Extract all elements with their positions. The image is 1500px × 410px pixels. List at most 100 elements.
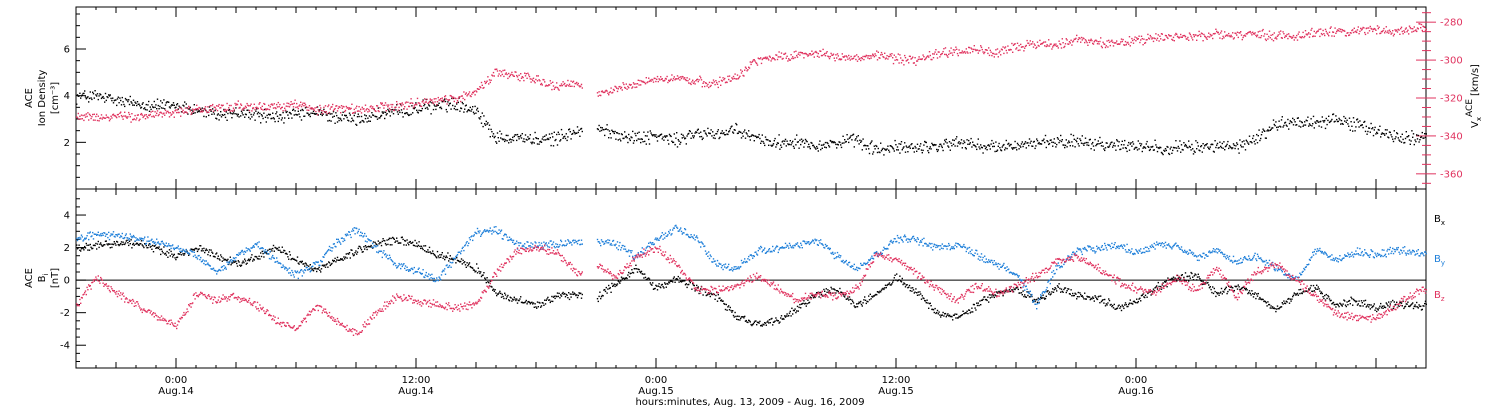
point-bx bbox=[943, 315, 945, 317]
point-vx bbox=[506, 73, 508, 76]
point-bx bbox=[727, 306, 729, 308]
point-density bbox=[176, 103, 179, 105]
point-vx bbox=[186, 112, 188, 114]
point-vx bbox=[1220, 32, 1222, 34]
point-density bbox=[812, 144, 815, 147]
point-bx bbox=[1075, 293, 1077, 295]
point-vx bbox=[423, 102, 425, 104]
point-density bbox=[339, 117, 341, 119]
point-vx bbox=[360, 108, 362, 110]
point-vx bbox=[725, 81, 727, 83]
point-bx bbox=[517, 299, 519, 302]
point-bx bbox=[957, 317, 959, 319]
point-density bbox=[1342, 123, 1344, 125]
point-vx bbox=[947, 56, 949, 58]
point-bx bbox=[1028, 296, 1031, 298]
point-bx bbox=[654, 287, 656, 290]
point-density bbox=[81, 94, 83, 96]
point-vx bbox=[886, 55, 888, 57]
point-density bbox=[1309, 124, 1311, 126]
point-bx bbox=[199, 245, 201, 247]
point-density bbox=[125, 99, 127, 101]
point-vx bbox=[1340, 28, 1342, 30]
point-vx bbox=[654, 77, 656, 80]
point-vx bbox=[171, 113, 173, 115]
point-vx bbox=[1065, 38, 1067, 40]
point-bx bbox=[907, 287, 909, 289]
point-density bbox=[673, 133, 675, 135]
point-vx bbox=[963, 51, 965, 53]
point-vx bbox=[338, 105, 340, 108]
point-density bbox=[123, 103, 125, 106]
point-bx bbox=[708, 292, 710, 294]
point-vx bbox=[992, 52, 994, 55]
point-vx bbox=[844, 59, 847, 61]
point-density bbox=[404, 112, 407, 115]
point-bx bbox=[356, 251, 359, 253]
point-density bbox=[406, 112, 408, 114]
point-bx bbox=[133, 244, 135, 246]
point-vx bbox=[392, 109, 395, 111]
point-density bbox=[874, 148, 876, 150]
point-bx bbox=[152, 251, 155, 253]
point-vx bbox=[660, 78, 663, 80]
point-vx bbox=[716, 81, 718, 84]
point-density bbox=[627, 141, 629, 144]
point-bx bbox=[1016, 287, 1018, 289]
point-vx bbox=[164, 114, 166, 116]
point-density bbox=[1048, 143, 1050, 146]
point-bx bbox=[580, 292, 582, 294]
point-bx bbox=[995, 295, 997, 297]
point-density bbox=[756, 136, 758, 139]
point-bx bbox=[509, 296, 511, 298]
point-bx bbox=[328, 262, 331, 264]
point-bx bbox=[250, 256, 252, 259]
point-bx bbox=[76, 244, 78, 246]
point-density bbox=[424, 103, 426, 106]
point-density bbox=[283, 122, 285, 124]
point-bx bbox=[168, 249, 171, 251]
point-density bbox=[603, 129, 605, 131]
point-vx bbox=[86, 115, 88, 118]
point-bx bbox=[602, 295, 604, 297]
point-vx bbox=[923, 56, 925, 58]
point-density bbox=[277, 120, 279, 123]
point-density bbox=[809, 147, 811, 150]
point-vx bbox=[1049, 43, 1051, 45]
point-vx bbox=[936, 57, 939, 59]
point-density bbox=[365, 115, 367, 117]
point-bx bbox=[984, 298, 987, 301]
point-density bbox=[112, 102, 115, 104]
point-bx bbox=[384, 242, 387, 245]
point-density bbox=[863, 145, 865, 147]
point-density bbox=[628, 138, 631, 140]
point-density bbox=[678, 140, 680, 142]
point-density bbox=[1124, 139, 1126, 142]
point-density bbox=[1164, 150, 1166, 152]
point-density bbox=[1148, 149, 1151, 152]
point-bx bbox=[492, 289, 494, 291]
point-vx bbox=[1253, 33, 1255, 35]
point-bx bbox=[640, 272, 642, 274]
point-density bbox=[1126, 150, 1128, 153]
point-vx bbox=[1311, 27, 1313, 30]
point-vx bbox=[1021, 46, 1023, 48]
point-vx bbox=[760, 57, 762, 59]
point-vx bbox=[1015, 48, 1017, 50]
point-vx bbox=[905, 60, 907, 62]
point-density bbox=[676, 146, 679, 148]
point-vx bbox=[1136, 38, 1139, 40]
point-bx bbox=[840, 291, 842, 293]
point-density bbox=[503, 138, 505, 140]
point-density bbox=[836, 147, 838, 149]
point-vx bbox=[866, 55, 868, 57]
point-bx bbox=[897, 279, 899, 282]
point-vx bbox=[358, 106, 360, 108]
point-bx bbox=[171, 253, 173, 255]
point-density bbox=[271, 117, 273, 120]
point-vx bbox=[306, 109, 308, 111]
point-vx bbox=[139, 118, 141, 120]
point-density bbox=[233, 110, 235, 112]
point-density bbox=[1254, 143, 1256, 145]
point-vx bbox=[443, 100, 445, 103]
